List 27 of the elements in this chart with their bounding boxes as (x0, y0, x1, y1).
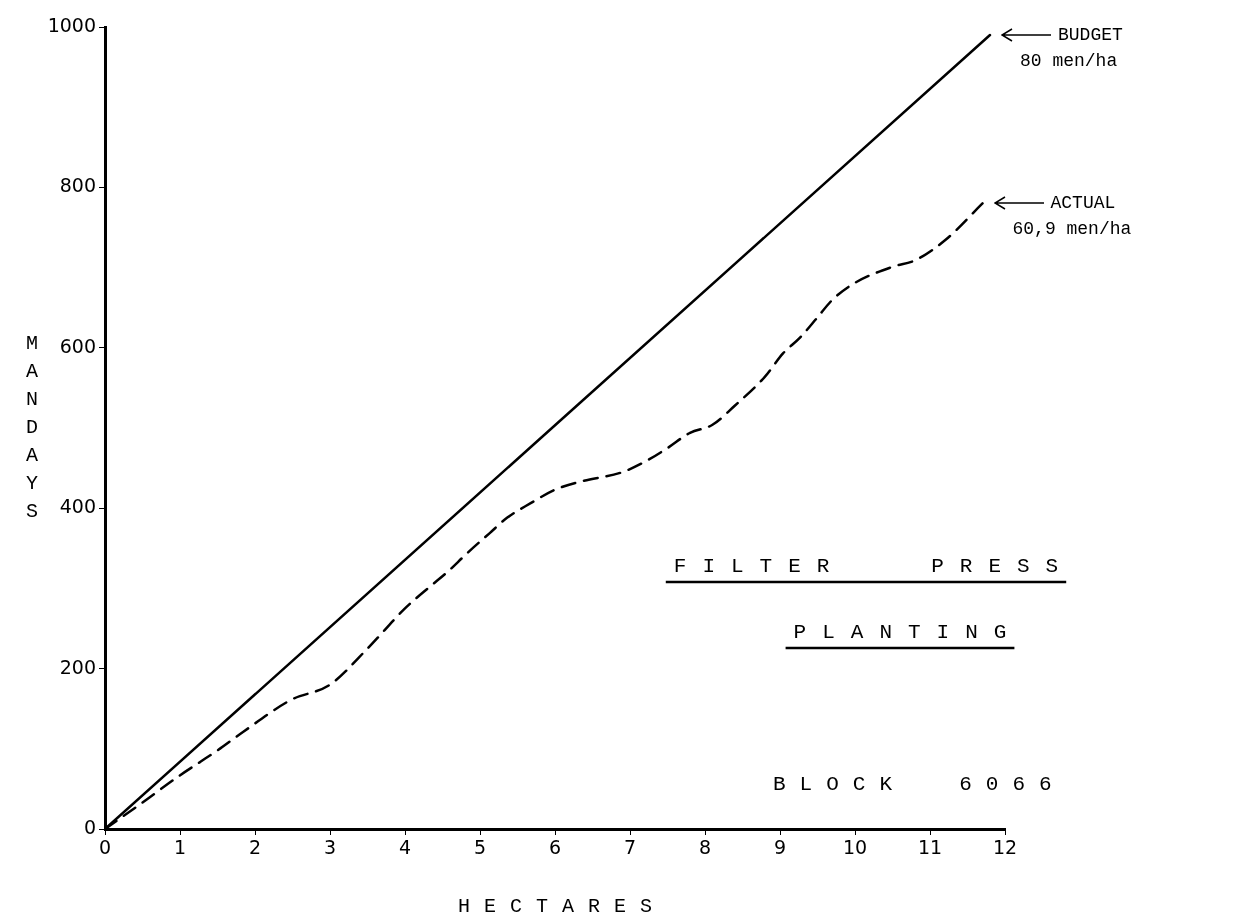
text: ACTUAL (1050, 193, 1116, 214)
text: 60,9 men/ha (1012, 219, 1132, 240)
y-tick-label: 400 (59, 495, 96, 518)
x-tick-label: 0 (98, 836, 112, 859)
y-axis-title: MANDAYS (25, 332, 39, 524)
x-tick-label: 12 (992, 836, 1018, 859)
y-tick-label: 1000 (47, 13, 96, 36)
text: 80 men/ha (1020, 50, 1118, 71)
x-tick-label: 5 (473, 836, 487, 859)
x-tick-label: 3 (323, 836, 337, 859)
y-tick-label: 600 (59, 334, 96, 357)
x-axis-title: HECTARES (457, 895, 667, 919)
y-tick-label: 0 (83, 815, 96, 838)
x-tick-label: 11 (917, 836, 943, 859)
text: BUDGET (1058, 24, 1124, 45)
x-tick-label: 2 (248, 836, 262, 859)
x-tick-label: 1 (173, 836, 187, 859)
x-tick-label: 6 (548, 836, 562, 859)
x-tick-label: 8 (698, 836, 712, 859)
x-tick-label: 7 (623, 836, 637, 859)
text: BLOCK 6066 (773, 773, 1066, 796)
chart-title: FILTER PRESS PLANTING (673, 555, 1075, 644)
x-tick-label: 4 (398, 836, 412, 859)
x-tick-label: 9 (773, 836, 787, 859)
y-tick-label: 200 (59, 655, 96, 678)
x-tick-label: 10 (842, 836, 868, 859)
y-tick-label: 800 (59, 174, 96, 197)
